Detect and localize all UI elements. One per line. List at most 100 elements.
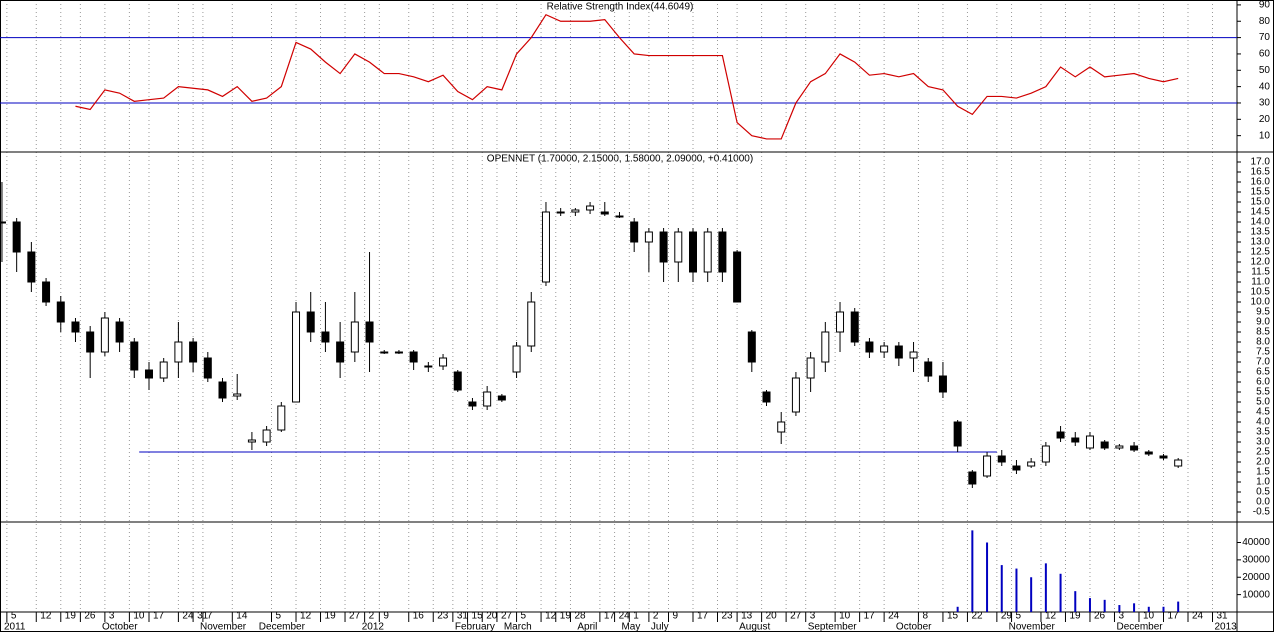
candle-body bbox=[483, 391, 492, 407]
candle-body bbox=[394, 351, 403, 354]
y-tick-label: 20000 bbox=[1242, 572, 1270, 583]
candle-body bbox=[865, 341, 874, 353]
x-tick-label: 27 bbox=[790, 611, 802, 622]
x-tick-label: 15 bbox=[472, 611, 484, 622]
x-tick-label: 9 bbox=[672, 611, 678, 622]
x-tick-label: 5 bbox=[11, 611, 17, 622]
candle-body bbox=[659, 231, 668, 263]
candle-body bbox=[674, 231, 683, 263]
candle-body bbox=[497, 395, 506, 401]
y-tick-label: 14.5 bbox=[1251, 207, 1271, 218]
y-tick-label: 11.5 bbox=[1251, 267, 1270, 278]
candle-body bbox=[12, 221, 21, 253]
month-label: March bbox=[504, 622, 532, 632]
candle-body bbox=[512, 345, 521, 373]
candle-body bbox=[233, 393, 242, 397]
x-tick-label: 17 bbox=[697, 611, 709, 622]
candle-body bbox=[600, 211, 609, 215]
rsi-line bbox=[75, 13, 1179, 140]
y-tick-label: 40000 bbox=[1242, 537, 1270, 548]
y-tick-label: 2.0 bbox=[1256, 457, 1270, 468]
x-tick-label: 31 bbox=[1216, 611, 1228, 622]
candle-body bbox=[262, 429, 271, 443]
x-tick-label: 5 bbox=[276, 611, 282, 622]
candle-body bbox=[453, 371, 462, 391]
candle-body bbox=[527, 301, 536, 347]
month-label: February bbox=[455, 622, 495, 632]
x-tick-label: 28 bbox=[574, 611, 586, 622]
candle-body bbox=[836, 311, 845, 333]
y-tick-label: 60 bbox=[1259, 49, 1271, 60]
y-tick-label: 3.0 bbox=[1256, 437, 1270, 448]
month-label: October bbox=[102, 622, 138, 632]
y-tick-label: 8.5 bbox=[1256, 327, 1270, 338]
x-tick-label: 3 bbox=[109, 611, 115, 622]
y-tick-label: 1.0 bbox=[1256, 477, 1270, 488]
candle-body bbox=[350, 321, 359, 353]
candle-body bbox=[718, 231, 727, 273]
x-tick-label: 5 bbox=[521, 611, 527, 622]
candle-body bbox=[615, 215, 624, 218]
candle-body bbox=[424, 365, 433, 368]
x-tick-label: 27 bbox=[349, 611, 361, 622]
candle-body bbox=[0, 221, 6, 224]
x-tick-label: 24 bbox=[1192, 611, 1204, 622]
price-title: OPENNET (1.70000, 2.15000, 1.58000, 2.09… bbox=[487, 154, 753, 165]
y-tick-label: 17.0 bbox=[1251, 157, 1271, 168]
y-tick-label: 4.5 bbox=[1256, 407, 1270, 418]
candle-body bbox=[1085, 435, 1094, 449]
candle-body bbox=[924, 361, 933, 377]
candle-body bbox=[380, 351, 389, 354]
y-tick-label: 7.5 bbox=[1256, 347, 1270, 358]
candle-body bbox=[1041, 445, 1050, 463]
candle-body bbox=[556, 211, 565, 214]
candle-body bbox=[1130, 445, 1139, 451]
y-tick-label: 10000 bbox=[1242, 589, 1270, 600]
y-tick-label: 0.5 bbox=[1256, 487, 1270, 498]
x-tick-label: 17 bbox=[1167, 611, 1179, 622]
y-tick-label: 9.5 bbox=[1256, 307, 1270, 318]
y-tick-label: -0.5 bbox=[1253, 507, 1271, 518]
candle-body bbox=[203, 357, 212, 379]
y-tick-label: 10.5 bbox=[1251, 287, 1271, 298]
candle-body bbox=[1056, 431, 1065, 439]
x-tick-label: 20 bbox=[486, 611, 498, 622]
candle-body bbox=[159, 361, 168, 379]
y-tick-label: 0.0 bbox=[1256, 497, 1270, 508]
y-tick-label: 16.5 bbox=[1251, 167, 1271, 178]
candle-body bbox=[747, 331, 756, 363]
y-tick-label: 3.5 bbox=[1256, 427, 1270, 438]
y-tick-label: 12.5 bbox=[1251, 247, 1271, 258]
x-tick-label: 1 bbox=[633, 611, 639, 622]
x-tick-label: 19 bbox=[65, 611, 77, 622]
x-tick-label: 5 bbox=[1016, 611, 1022, 622]
month-label: July bbox=[651, 622, 669, 632]
candle-body bbox=[336, 341, 345, 363]
x-tick-label: 3 bbox=[810, 611, 816, 622]
candle-body bbox=[42, 281, 51, 303]
candle-body bbox=[306, 311, 315, 333]
rsi-title: Relative Strength Index(44.6049) bbox=[547, 2, 694, 13]
y-tick-label: 80 bbox=[1259, 16, 1271, 27]
month-label: September bbox=[808, 622, 858, 632]
y-tick-label: 90 bbox=[1259, 0, 1271, 11]
x-tick-label: 7 bbox=[207, 611, 213, 622]
y-tick-label: 20 bbox=[1259, 114, 1271, 125]
month-label: August bbox=[739, 622, 770, 632]
candle-body bbox=[115, 321, 124, 343]
y-tick-label: 16.0 bbox=[1251, 177, 1271, 188]
x-tick-label: 12 bbox=[1045, 611, 1057, 622]
y-tick-label: 12.0 bbox=[1251, 257, 1271, 268]
month-label: May bbox=[621, 622, 640, 632]
month-label: 2012 bbox=[362, 622, 385, 632]
y-tick-label: 6.0 bbox=[1256, 377, 1270, 388]
y-tick-label: 30 bbox=[1259, 98, 1271, 109]
y-tick-label: 13.5 bbox=[1251, 227, 1271, 238]
y-tick-label: 2.5 bbox=[1256, 447, 1270, 458]
month-label: 2013 bbox=[1214, 622, 1237, 632]
y-tick-label: 30000 bbox=[1242, 555, 1270, 566]
candle-body bbox=[56, 301, 65, 323]
x-tick-label: 26 bbox=[1094, 611, 1106, 622]
y-tick-label: 14.0 bbox=[1251, 217, 1271, 228]
